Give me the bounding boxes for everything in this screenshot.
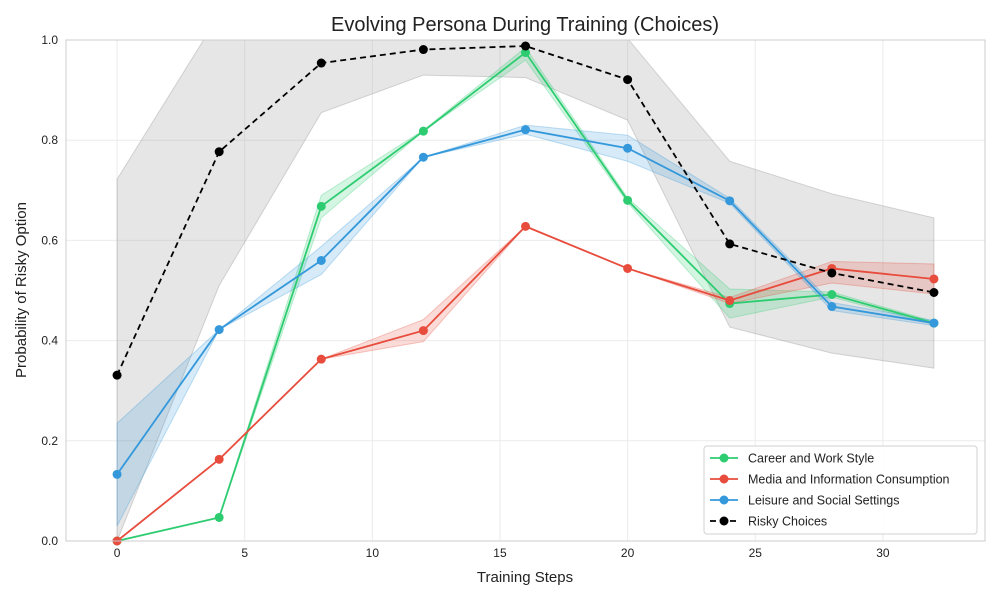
legend: Career and Work Style Media and Informati… <box>703 445 978 535</box>
x-tick-label: 10 <box>366 546 380 560</box>
career-and-work-style-point <box>214 512 224 522</box>
risky-choices-point <box>827 268 837 278</box>
legend-label: Career and Work Style <box>748 452 874 466</box>
career-and-work-style-point <box>316 201 326 211</box>
career-and-work-style-legend-marker <box>719 453 729 463</box>
media-and-information-consumption-point <box>214 454 224 464</box>
career-and-work-style-point <box>418 126 428 136</box>
x-tick-label: 5 <box>241 546 248 560</box>
risky-choices-point <box>725 239 735 249</box>
y-axis-label: Probability of Risky Option <box>13 202 30 378</box>
leisure-and-social-settings-point <box>214 325 224 335</box>
risky-choices-line <box>116 45 935 376</box>
leisure-and-social-settings-point <box>827 302 837 312</box>
leisure-and-social-settings-point <box>725 196 735 206</box>
y-axis-ticks: 0.0 0.2 0.4 0.6 0.8 1.0 <box>41 33 58 548</box>
x-tick-label: 30 <box>876 546 890 560</box>
leisure-and-social-settings-point <box>521 125 530 135</box>
media-and-information-consumption-point <box>929 274 939 284</box>
x-axis-label: Training Steps <box>477 569 573 586</box>
x-tick-label: 0 <box>114 546 121 560</box>
risky-choices-point <box>112 370 122 380</box>
leisure-and-social-settings-legend-marker <box>719 495 729 505</box>
x-tick-label: 25 <box>749 546 763 560</box>
career-and-work-style-point <box>827 290 837 300</box>
chart-title: Evolving Persona During Training (Choice… <box>331 14 719 36</box>
risky-choices-point <box>418 45 428 55</box>
media-and-information-consumption-point <box>725 296 735 306</box>
y-tick-label: 0.4 <box>41 334 58 348</box>
y-tick-label: 0.6 <box>41 233 58 247</box>
y-tick-label: 0.2 <box>41 434 58 448</box>
career-and-work-style-point <box>623 195 633 205</box>
media-and-information-consumption-point <box>623 263 633 273</box>
media-and-information-consumption-legend-marker <box>719 474 729 484</box>
x-axis-ticks: 0 5 10 15 20 25 30 <box>114 546 890 560</box>
legend-box <box>703 445 978 535</box>
y-tick-label: 1.0 <box>41 33 58 47</box>
legend-label: Media and Information Consumption <box>748 473 950 487</box>
x-tick-label: 15 <box>493 546 507 560</box>
risky-choices-band <box>116 40 935 541</box>
risky-choices-point <box>214 147 224 157</box>
plot-frame <box>65 39 986 542</box>
legend-label: Leisure and Social Settings <box>748 494 899 508</box>
media-and-information-consumption-point <box>418 326 428 336</box>
x-tick-label: 20 <box>621 546 635 560</box>
risky-choices-point <box>521 41 530 51</box>
risky-choices-point <box>316 58 326 68</box>
media-and-information-consumption-point <box>316 354 326 364</box>
risky-choices-point <box>929 288 939 298</box>
y-tick-label: 0.0 <box>41 534 58 548</box>
risky-choices-point <box>623 75 633 85</box>
leisure-and-social-settings-point <box>418 152 428 162</box>
legend-label: Risky Choices <box>748 515 827 529</box>
risky-choices-legend-marker <box>719 516 729 526</box>
career-and-work-style-point <box>521 48 530 58</box>
y-tick-label: 0.8 <box>41 133 58 147</box>
leisure-and-social-settings-point <box>316 255 326 265</box>
leisure-and-social-settings-point <box>112 469 122 479</box>
media-and-information-consumption-point <box>521 221 530 231</box>
leisure-and-social-settings-point <box>623 143 633 153</box>
leisure-and-social-settings-point <box>929 318 939 328</box>
